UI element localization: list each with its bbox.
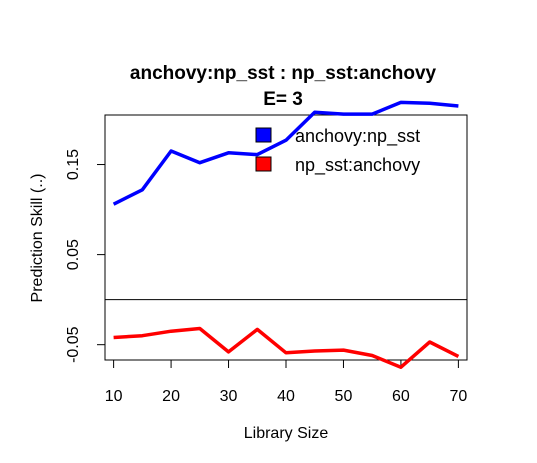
x-tick-label: 10	[105, 388, 123, 405]
x-tick-label: 50	[335, 388, 353, 405]
series-line-1	[113, 326, 460, 369]
y-tick-label: 0.15	[65, 149, 82, 180]
legend-swatch-anchovy-np-sst	[255, 127, 272, 143]
x-tick-label: 70	[449, 388, 467, 405]
x-axis-label: Library Size	[244, 425, 329, 442]
x-tick-label: 40	[277, 388, 295, 405]
legend-swatch-np-sst-anchovy	[255, 156, 272, 172]
x-tick-label: 30	[220, 388, 238, 405]
chart-subtitle: E= 3	[263, 89, 303, 110]
plot-frame	[104, 114, 468, 361]
chart-title: anchovy:np_sst : np_sst:anchovy	[130, 63, 437, 84]
legend-label-np-sst-anchovy: np_sst:anchovy	[295, 155, 420, 176]
x-tick-label: 20	[162, 388, 180, 405]
series-line-0	[112, 100, 459, 206]
legend-label-anchovy-np-sst: anchovy:np_sst	[295, 126, 420, 147]
legend: anchovy:np_sst np_sst:anchovy	[255, 126, 420, 176]
y-axis: -0.05 0.05 0.15	[65, 149, 106, 363]
y-tick-label: -0.05	[65, 326, 82, 363]
x-axis: 10 20 30 40 50 60 70	[105, 359, 467, 405]
y-tick-label: 0.05	[65, 239, 82, 270]
y-axis-label: Prediction Skill (..)	[29, 174, 46, 303]
x-tick-label: 60	[392, 388, 410, 405]
series-layer	[112, 100, 460, 369]
